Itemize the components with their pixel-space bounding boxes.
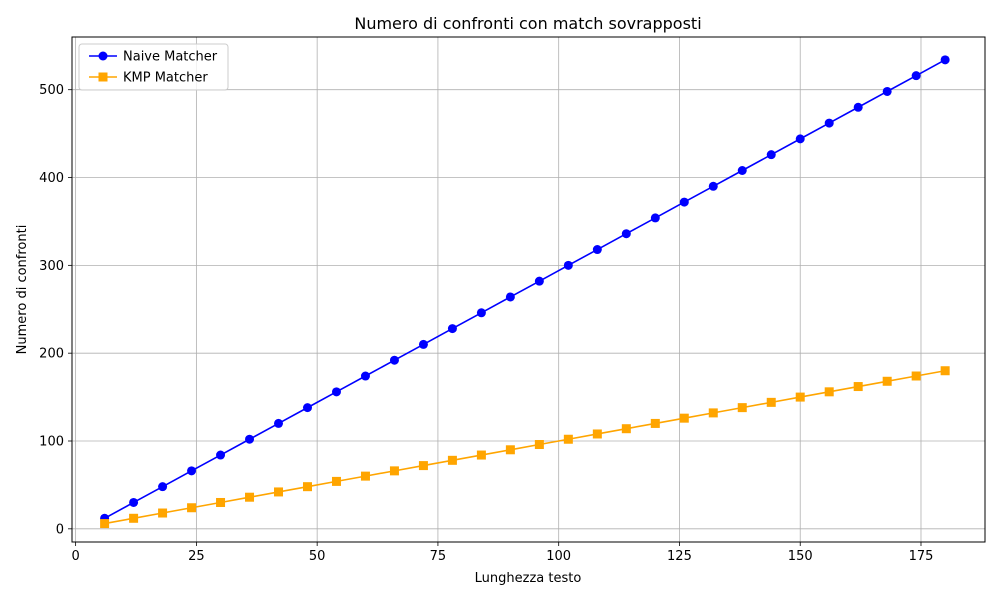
x-axis-label: Lunghezza testo xyxy=(475,571,582,586)
y-tick-label: 0 xyxy=(56,522,64,537)
series-layer xyxy=(100,55,950,529)
kmp-matcher-point xyxy=(216,497,226,507)
naive-matcher-point xyxy=(331,387,341,397)
kmp-matcher-point xyxy=(245,492,255,502)
kmp-matcher-point xyxy=(505,445,515,455)
kmp-matcher-point xyxy=(940,366,950,376)
naive-matcher-point xyxy=(911,71,921,81)
naive-matcher-point xyxy=(187,466,197,476)
kmp-matcher-point xyxy=(882,376,892,386)
kmp-matcher-point xyxy=(766,397,776,407)
naive-matcher-point xyxy=(621,229,631,239)
kmp-matcher-point xyxy=(187,503,197,513)
naive-matcher-line xyxy=(104,59,946,519)
kmp-matcher-point xyxy=(389,466,399,476)
legend-label: KMP Matcher xyxy=(123,71,208,86)
x-tick-label: 175 xyxy=(909,549,934,564)
kmp-matcher-point xyxy=(534,440,544,450)
x-tick-label: 150 xyxy=(788,549,813,564)
kmp-matcher-point xyxy=(679,413,689,423)
kmp-matcher-point xyxy=(302,482,312,492)
kmp-matcher-point xyxy=(129,513,139,523)
grid xyxy=(72,37,985,542)
naive-matcher-point xyxy=(766,150,776,160)
kmp-matcher-point xyxy=(274,487,284,497)
naive-matcher-point xyxy=(360,371,370,381)
x-tick-label: 50 xyxy=(309,549,326,564)
kmp-matcher-point xyxy=(708,408,718,418)
legend-label: Naive Matcher xyxy=(123,50,218,65)
y-tick-label: 200 xyxy=(39,347,64,362)
kmp-matcher-point xyxy=(447,455,457,465)
kmp-matcher-point xyxy=(592,429,602,439)
naive-matcher-point xyxy=(940,55,950,65)
legend: Naive Matcher KMP Matcher xyxy=(78,43,229,91)
y-tick-label: 400 xyxy=(39,171,64,186)
kmp-matcher-series xyxy=(100,366,950,529)
y-tick-label: 300 xyxy=(39,259,64,274)
x-tick-label: 75 xyxy=(430,549,447,564)
naive-matcher-series xyxy=(100,55,950,523)
x-tick-label: 125 xyxy=(667,549,692,564)
naive-matcher-point xyxy=(476,308,486,318)
kmp-matcher-line xyxy=(104,369,946,525)
y-axis-label: Numero di confronti xyxy=(15,225,30,355)
kmp-matcher-point xyxy=(621,424,631,434)
kmp-matcher-point xyxy=(824,387,834,397)
kmp-matcher-point xyxy=(911,371,921,381)
naive-matcher-point xyxy=(737,165,747,175)
naive-matcher-point xyxy=(563,260,573,270)
kmp-matcher-point xyxy=(158,508,168,518)
kmp-matcher-point xyxy=(795,392,805,402)
naive-matcher-point xyxy=(679,197,689,207)
naive-matcher-point xyxy=(882,86,892,96)
naive-matcher-point xyxy=(505,292,515,302)
naive-matcher-point xyxy=(418,339,428,349)
naive-matcher-point xyxy=(853,102,863,112)
legend-swatch-marker xyxy=(98,72,108,82)
naive-matcher-point xyxy=(389,355,399,365)
kmp-matcher-point xyxy=(476,450,486,460)
plot-frame xyxy=(71,36,986,543)
naive-matcher-point xyxy=(708,181,718,191)
naive-matcher-point xyxy=(158,482,168,492)
naive-matcher-point xyxy=(824,118,834,128)
naive-matcher-point xyxy=(650,213,660,223)
naive-matcher-point xyxy=(274,418,284,428)
y-tick-label: 500 xyxy=(39,83,64,98)
naive-matcher-point xyxy=(216,450,226,460)
kmp-matcher-point xyxy=(360,471,370,481)
kmp-matcher-point xyxy=(418,461,428,471)
x-tick-label: 25 xyxy=(188,549,205,564)
kmp-matcher-point xyxy=(563,434,573,444)
kmp-matcher-point xyxy=(100,519,110,529)
naive-matcher-point xyxy=(245,434,255,444)
chart-title: Numero di confronti con match sovrappost… xyxy=(354,14,701,33)
kmp-matcher-point xyxy=(650,418,660,428)
naive-matcher-point xyxy=(592,245,602,255)
ticks: 0 25 50 75 100 125 150 175 0 100 200 300 400 500 xyxy=(39,83,933,564)
naive-matcher-point xyxy=(795,134,805,144)
x-tick-label: 0 xyxy=(71,549,79,564)
kmp-matcher-point xyxy=(737,403,747,413)
kmp-matcher-point xyxy=(853,382,863,392)
legend-swatch-marker xyxy=(98,51,108,61)
naive-matcher-point xyxy=(534,276,544,286)
y-tick-label: 100 xyxy=(39,435,64,450)
x-tick-label: 100 xyxy=(546,549,571,564)
kmp-matcher-point xyxy=(331,476,341,486)
naive-matcher-point xyxy=(302,403,312,413)
naive-matcher-point xyxy=(129,497,139,507)
naive-matcher-point xyxy=(447,324,457,334)
